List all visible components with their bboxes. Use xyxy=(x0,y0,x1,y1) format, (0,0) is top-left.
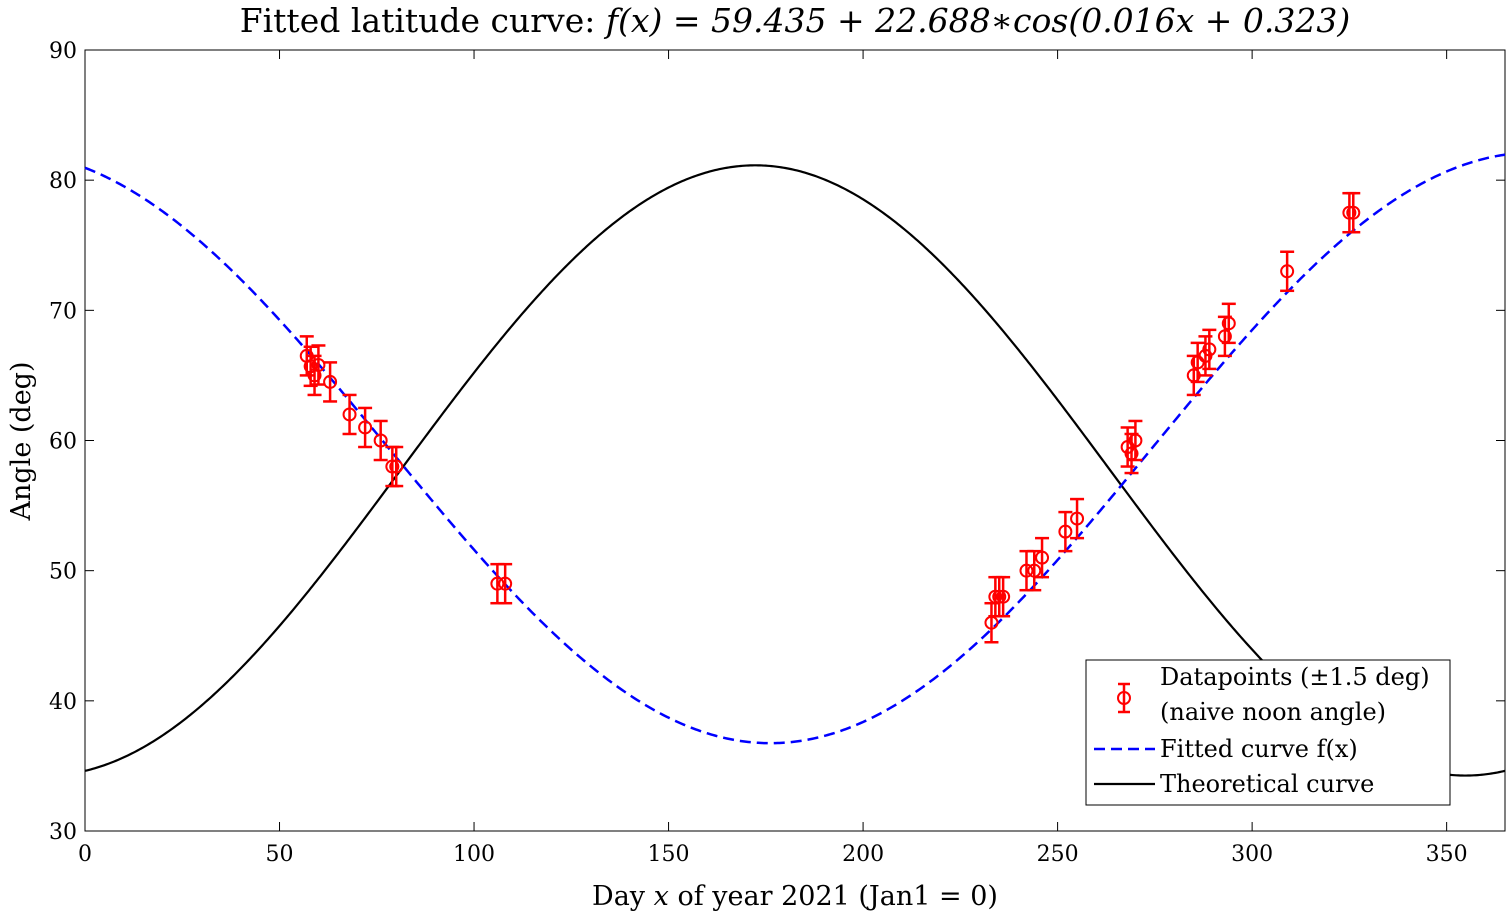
datapoint xyxy=(1190,341,1205,384)
datapoint xyxy=(996,575,1011,618)
x-axis-label: Day x of year 2021 (Jan1 = 0) xyxy=(592,881,998,912)
x-tick-label: 300 xyxy=(1231,842,1273,867)
y-tick-label: 80 xyxy=(49,169,77,194)
legend-marker-datapoints xyxy=(1117,682,1131,714)
datapoint-marker xyxy=(389,459,404,474)
datapoint-marker xyxy=(358,420,373,435)
x-tick-label: 100 xyxy=(453,842,495,867)
y-tick-label: 60 xyxy=(49,430,77,455)
legend-box xyxy=(1085,659,1451,806)
datapoint-marker xyxy=(1019,563,1034,578)
datapoint xyxy=(342,393,357,436)
datapoint xyxy=(389,445,404,488)
datapoint-marker xyxy=(1070,511,1085,526)
datapoints xyxy=(299,191,1361,644)
chart-title-formula: f(x) = 59.435 + 22.688∗cos(0.016x + 0.32… xyxy=(603,1,1350,40)
datapoint-marker xyxy=(1346,205,1361,220)
datapoint xyxy=(490,562,505,605)
datapoint-marker xyxy=(1221,316,1236,331)
y-tick-label: 70 xyxy=(49,299,77,324)
datapoint xyxy=(358,406,373,449)
datapoint-marker xyxy=(311,358,326,373)
x-tick-label: 350 xyxy=(1426,842,1468,867)
y-tick-label: 90 xyxy=(49,39,77,64)
datapoint-marker xyxy=(996,589,1011,604)
datapoint xyxy=(1058,510,1073,553)
x-tick-label: 150 xyxy=(648,842,690,867)
legend: Datapoints (±1.5 deg) (naive noon angle)… xyxy=(1085,659,1451,806)
chart-title-prefix: Fitted latitude curve: xyxy=(240,1,606,40)
x-axis-label-prefix: Day xyxy=(592,881,654,912)
x-axis-label-var: x xyxy=(654,881,669,912)
x-tick-label: 50 xyxy=(266,842,294,867)
y-tick-label: 30 xyxy=(49,820,77,845)
legend-label-datapoints: Datapoints (±1.5 deg) xyxy=(1160,663,1430,691)
datapoint xyxy=(1128,419,1143,462)
y-axis-label: Angle (deg) xyxy=(6,362,37,522)
datapoint-marker xyxy=(992,589,1007,604)
datapoint xyxy=(1027,549,1042,592)
y-tick-label: 50 xyxy=(49,560,77,585)
datapoint-marker xyxy=(323,374,338,389)
chart-title: Fitted latitude curve: f(x) = 59.435 + 2… xyxy=(240,1,1351,40)
x-axis-ticks: 0 50 100 150 200 250 300 350 xyxy=(78,50,1468,867)
y-axis-ticks: 30 40 50 60 70 80 90 xyxy=(49,39,1505,845)
x-tick-label: 0 xyxy=(78,842,92,867)
datapoint-marker xyxy=(303,359,318,374)
legend-label-fit: Fitted curve f(x) xyxy=(1160,735,1358,763)
datapoint xyxy=(1221,302,1236,345)
datapoint-marker xyxy=(498,576,513,591)
datapoint-marker xyxy=(1128,433,1143,448)
datapoint-marker xyxy=(1280,264,1295,279)
datapoint-marker xyxy=(373,433,388,448)
datapoint-marker xyxy=(1027,563,1042,578)
datapoint xyxy=(1346,191,1361,234)
legend-label-theory: Theoretical curve xyxy=(1160,770,1374,798)
x-axis-label-suffix: of year 2021 (Jan1 = 0) xyxy=(669,881,998,912)
datapoint-marker xyxy=(490,576,505,591)
datapoint-marker xyxy=(1342,205,1357,220)
fitted-curve xyxy=(84,153,1506,745)
datapoint xyxy=(373,419,388,462)
x-tick-label: 250 xyxy=(1037,842,1079,867)
legend-label-datapoints-line2: (naive noon angle) xyxy=(1160,698,1386,726)
datapoint-marker xyxy=(342,407,357,422)
x-tick-label: 200 xyxy=(842,842,884,867)
datapoint xyxy=(1202,328,1217,371)
datapoint xyxy=(323,361,338,403)
datapoint-marker xyxy=(1035,550,1050,565)
datapoint xyxy=(311,344,326,386)
datapoint xyxy=(1035,536,1050,579)
datapoint xyxy=(498,562,513,605)
datapoint xyxy=(1070,497,1085,540)
datapoint-marker xyxy=(1058,524,1073,539)
datapoint xyxy=(1280,250,1295,293)
y-tick-label: 40 xyxy=(49,690,77,715)
datapoint-marker xyxy=(385,459,400,474)
datapoint-marker xyxy=(1202,342,1217,357)
datapoint-marker xyxy=(988,589,1003,604)
